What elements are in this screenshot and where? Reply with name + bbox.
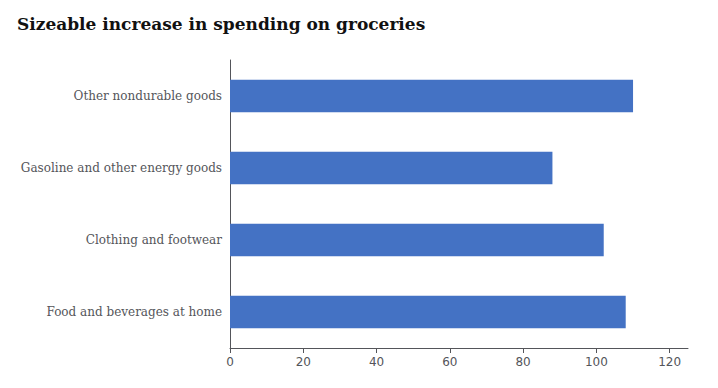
svg-text:80: 80 <box>515 355 530 369</box>
svg-text:Clothing and footwear: Clothing and footwear <box>86 233 222 247</box>
svg-text:120: 120 <box>658 355 681 369</box>
svg-text:40: 40 <box>369 355 384 369</box>
svg-text:0: 0 <box>226 355 234 369</box>
svg-text:100: 100 <box>585 355 608 369</box>
svg-text:20: 20 <box>296 355 311 369</box>
svg-text:Gasoline and other energy good: Gasoline and other energy goods <box>21 161 222 175</box>
svg-text:Other nondurable goods: Other nondurable goods <box>74 89 222 103</box>
svg-text:Sizeable increase in spending: Sizeable increase in spending on groceri… <box>17 14 425 34</box>
svg-text:Food and beverages at home: Food and beverages at home <box>46 305 222 319</box>
svg-text:60: 60 <box>442 355 457 369</box>
